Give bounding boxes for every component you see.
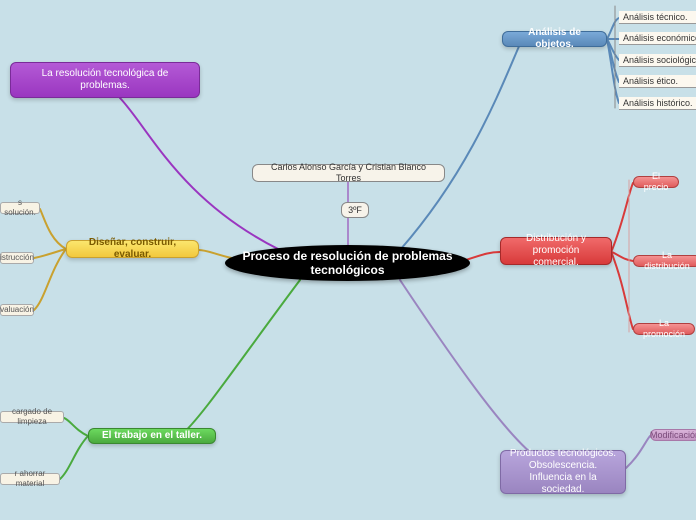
node-b5[interactable]: Análisis histórico. (619, 97, 696, 110)
node-g1[interactable]: cargado de limpieza (0, 411, 64, 423)
node-authors[interactable]: Carlos Alonso García y Cristian Blanco T… (252, 164, 445, 182)
node-group[interactable]: 3ºF (341, 202, 369, 218)
node-l1[interactable]: Modificación (650, 429, 696, 441)
node-b4[interactable]: Análisis ético. (619, 75, 696, 88)
node-b2[interactable]: Análisis económico. (619, 32, 696, 45)
node-y3[interactable]: valuación (0, 304, 34, 316)
mindmap-canvas: Proceso de resolución de problemas tecno… (0, 0, 696, 520)
node-y2[interactable]: istrucción (0, 252, 34, 264)
node-b1[interactable]: Análisis técnico. (619, 11, 696, 24)
node-y1[interactable]: s solución. (0, 202, 40, 214)
node-green[interactable]: El trabajo en el taller. (88, 428, 216, 444)
node-r2[interactable]: La distribución (633, 255, 696, 267)
node-purple[interactable]: La resolución tecnológica de problemas. (10, 62, 200, 98)
node-b3[interactable]: Análisis sociológico. (619, 54, 696, 67)
node-blue[interactable]: Análisis de objetos. (502, 31, 607, 47)
node-red[interactable]: Distribución y promoción comercial. (500, 237, 612, 265)
node-r3[interactable]: La promoción (633, 323, 695, 335)
node-center[interactable]: Proceso de resolución de problemas tecno… (225, 245, 470, 281)
node-g2[interactable]: r ahorrar material (0, 473, 60, 485)
node-lilac[interactable]: Productos tecnológicos. Obsolescencia. I… (500, 450, 626, 494)
node-r1[interactable]: El precio (633, 176, 679, 188)
node-yellow[interactable]: Diseñar, construir, evaluar. (66, 240, 199, 258)
